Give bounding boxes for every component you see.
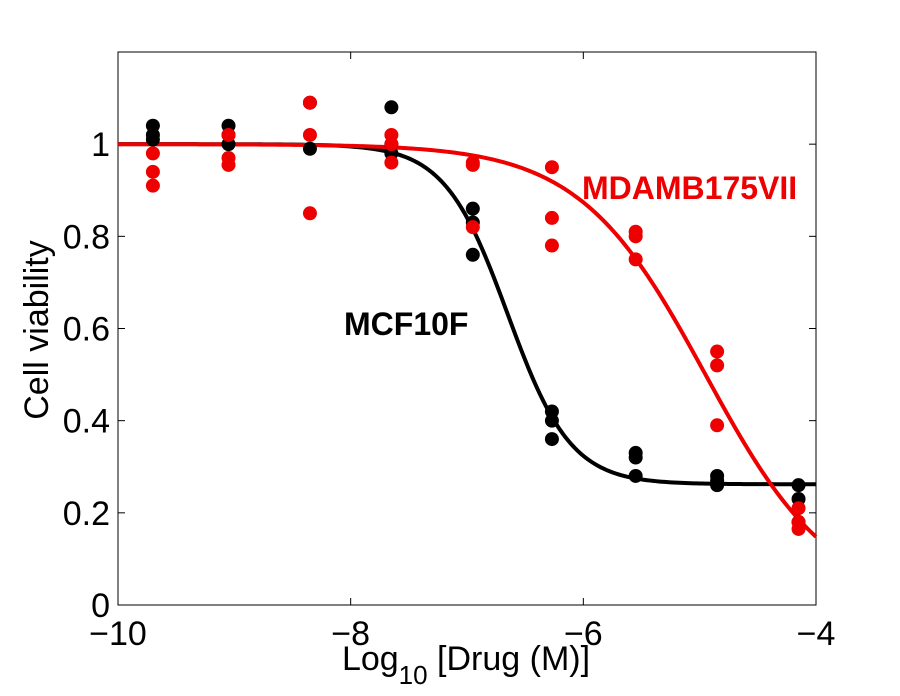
- data-point-series-1: [628, 229, 643, 244]
- axis-ticks: −10 −8 −6 −4 0 0.2 0.4 0.6 0.8 1: [63, 52, 836, 653]
- x-tick-label: −6: [564, 615, 603, 653]
- data-point-series-0: [145, 132, 160, 147]
- data-point-series-0: [302, 141, 317, 156]
- data-point-series-1: [544, 238, 559, 253]
- data-point-series-0: [628, 468, 643, 483]
- x-tick-label: −10: [89, 615, 147, 653]
- y-tick-label: 1: [91, 126, 110, 164]
- data-point-series-1: [544, 210, 559, 225]
- data-point-series-1: [628, 252, 643, 267]
- x-tick-label: −8: [331, 615, 370, 653]
- data-point-series-1: [544, 160, 559, 175]
- data-point-series-1: [302, 95, 317, 110]
- x-axis-label: Log10 [Drug (M)]: [342, 640, 590, 690]
- series-label-mcf10f: MCF10F: [344, 306, 468, 342]
- data-point-series-1: [465, 220, 480, 235]
- data-point-series-0: [465, 247, 480, 262]
- data-point-series-1: [384, 137, 399, 152]
- x-tick-label: −4: [797, 615, 836, 653]
- data-point-series-1: [221, 127, 236, 142]
- y-axis-label: Cell viability: [18, 240, 56, 420]
- y-tick-label: 0.4: [63, 403, 110, 441]
- data-point-series-0: [791, 478, 806, 493]
- data-point-series-1: [791, 501, 806, 516]
- series-label-mdamb175vii: MDAMB175VII: [582, 170, 797, 206]
- y-tick-label: 0.8: [63, 218, 110, 256]
- data-point-series-1: [791, 521, 806, 536]
- data-point-series-1: [145, 178, 160, 193]
- data-point-series-0: [384, 100, 399, 115]
- data-points: [145, 95, 806, 536]
- data-point-series-1: [384, 155, 399, 170]
- data-point-series-1: [302, 127, 317, 142]
- data-point-series-1: [710, 358, 725, 373]
- y-tick-label: 0: [91, 587, 110, 625]
- data-point-series-1: [710, 344, 725, 359]
- data-point-series-0: [710, 478, 725, 493]
- data-point-series-1: [221, 157, 236, 172]
- data-point-series-0: [465, 201, 480, 216]
- data-point-series-1: [465, 157, 480, 172]
- y-tick-label: 0.6: [63, 311, 110, 349]
- data-point-series-1: [145, 164, 160, 179]
- data-point-series-0: [544, 432, 559, 447]
- data-point-series-0: [628, 450, 643, 465]
- data-point-series-0: [544, 413, 559, 428]
- y-tick-label: 0.2: [63, 495, 110, 533]
- data-point-series-1: [145, 146, 160, 161]
- data-point-series-1: [302, 206, 317, 221]
- data-point-series-1: [710, 418, 725, 433]
